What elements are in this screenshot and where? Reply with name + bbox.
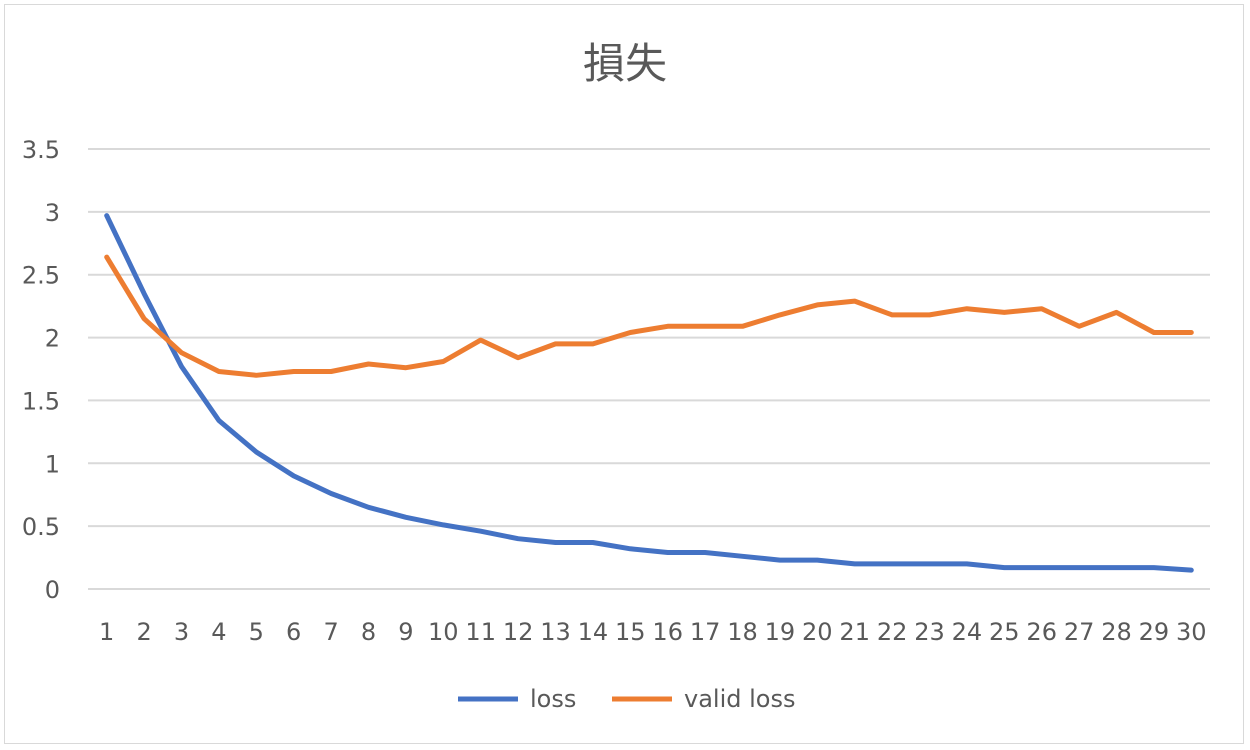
y-tick-label: 2.5: [22, 262, 60, 290]
y-tick-label: 3.5: [22, 136, 60, 164]
series-line-0: [104, 213, 1194, 573]
x-tick-label: 4: [211, 618, 226, 646]
x-tick-label: 22: [877, 618, 908, 646]
x-tick-label: 12: [503, 618, 534, 646]
x-tick-label: 13: [540, 618, 571, 646]
legend-label: valid loss: [684, 685, 795, 713]
x-tick-label: 27: [1064, 618, 1095, 646]
legend-label: loss: [530, 685, 576, 713]
x-tick-label: 19: [765, 618, 796, 646]
x-tick-label: 1: [99, 618, 114, 646]
y-tick-label: 2: [45, 325, 60, 353]
x-tick-label: 2: [136, 618, 151, 646]
series-lines: [104, 213, 1194, 573]
x-tick-label: 29: [1139, 618, 1170, 646]
chart-title: 損失: [583, 39, 667, 88]
x-tick-label: 26: [1026, 618, 1057, 646]
y-tick-label: 3: [45, 199, 60, 227]
legend: loss valid loss: [458, 685, 795, 713]
x-tick-label: 14: [578, 618, 609, 646]
y-tick-label: 0: [45, 576, 60, 604]
x-tick-label: 5: [249, 618, 264, 646]
x-tick-label: 11: [465, 618, 496, 646]
x-tick-label: 8: [361, 618, 376, 646]
y-tick-label: 1: [45, 450, 60, 478]
x-tick-label: 25: [989, 618, 1020, 646]
x-tick-label: 17: [690, 618, 721, 646]
x-tick-label: 23: [914, 618, 945, 646]
x-tick-label: 20: [802, 618, 833, 646]
y-axis-ticks: 0 0.5 1 1.5 2 2.5 3 3.5: [22, 136, 60, 604]
x-tick-label: 10: [428, 618, 459, 646]
x-tick-label: 28: [1101, 618, 1132, 646]
x-tick-label: 16: [652, 618, 683, 646]
y-tick-label: 1.5: [22, 387, 60, 415]
x-tick-label: 18: [727, 618, 758, 646]
x-tick-label: 21: [839, 618, 870, 646]
gridlines: [88, 148, 1210, 590]
y-tick-label: 0.5: [22, 513, 60, 541]
x-tick-label: 9: [398, 618, 413, 646]
x-tick-label: 3: [174, 618, 189, 646]
x-tick-label: 24: [952, 618, 983, 646]
x-tick-label: 6: [286, 618, 301, 646]
x-tick-label: 7: [323, 618, 338, 646]
x-tick-label: 15: [615, 618, 646, 646]
chart-area: [4, 4, 1244, 744]
x-tick-label: 30: [1176, 618, 1207, 646]
x-axis-ticks: 1 2 3 4 5 6 7 8 9 10 11 12 13 14 15 16 17 18 19 20 21 22 23 24 2…: [99, 618, 1207, 646]
series-line-1: [104, 254, 1194, 378]
